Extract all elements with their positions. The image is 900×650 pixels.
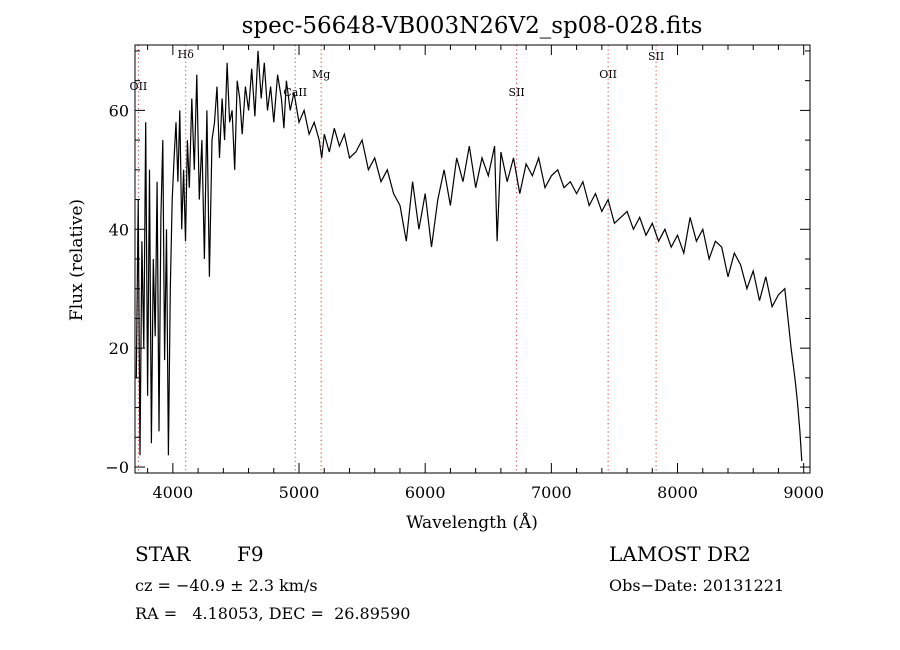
- y-tick-label: 20: [109, 339, 129, 358]
- line-marker-label: CaII: [283, 86, 307, 99]
- x-tick-label: 9000: [783, 483, 824, 502]
- line-marker-label: OII: [130, 80, 148, 93]
- x-tick-label: 7000: [531, 483, 572, 502]
- x-axis-label: Wavelength (Å): [406, 512, 538, 533]
- x-tick-label: 4000: [152, 483, 193, 502]
- survey-name: LAMOST DR2: [609, 542, 751, 566]
- x-tick-label: 6000: [405, 483, 446, 502]
- redshift-cz: cz = −40.9 ± 2.3 km/s: [135, 576, 318, 595]
- line-marker-label: Mg: [312, 68, 330, 81]
- spectrum-line-group: [135, 50, 803, 462]
- y-tick-label: 40: [109, 220, 129, 239]
- line-markers: OII Hδ CaII Mg SII OII SII: [130, 45, 664, 473]
- line-marker-label: SII: [648, 50, 664, 63]
- y-tick-label: 60: [109, 101, 129, 120]
- x-tick-label: 5000: [279, 483, 320, 502]
- y-axis-label: Flux (relative): [67, 199, 87, 321]
- object-subclass: F9: [237, 542, 264, 566]
- x-tick-label: 8000: [657, 483, 698, 502]
- line-marker-label: SII: [509, 86, 525, 99]
- ra-dec: RA = 4.18053, DEC = 26.89590: [135, 604, 411, 623]
- line-marker-label: OII: [599, 68, 617, 81]
- line-marker-label: Hδ: [178, 48, 195, 61]
- y-tick-label: −0: [105, 458, 129, 477]
- observation-date: Obs−Date: 20131221: [609, 576, 785, 595]
- chart-title: spec-56648-VB003N26V2_sp08-028.fits: [242, 13, 703, 39]
- axes: 4000 5000 6000 7000 8000 9000 −0 20 40 60: [105, 44, 824, 502]
- object-class: STAR: [135, 542, 191, 566]
- spectrum-line: [135, 50, 803, 462]
